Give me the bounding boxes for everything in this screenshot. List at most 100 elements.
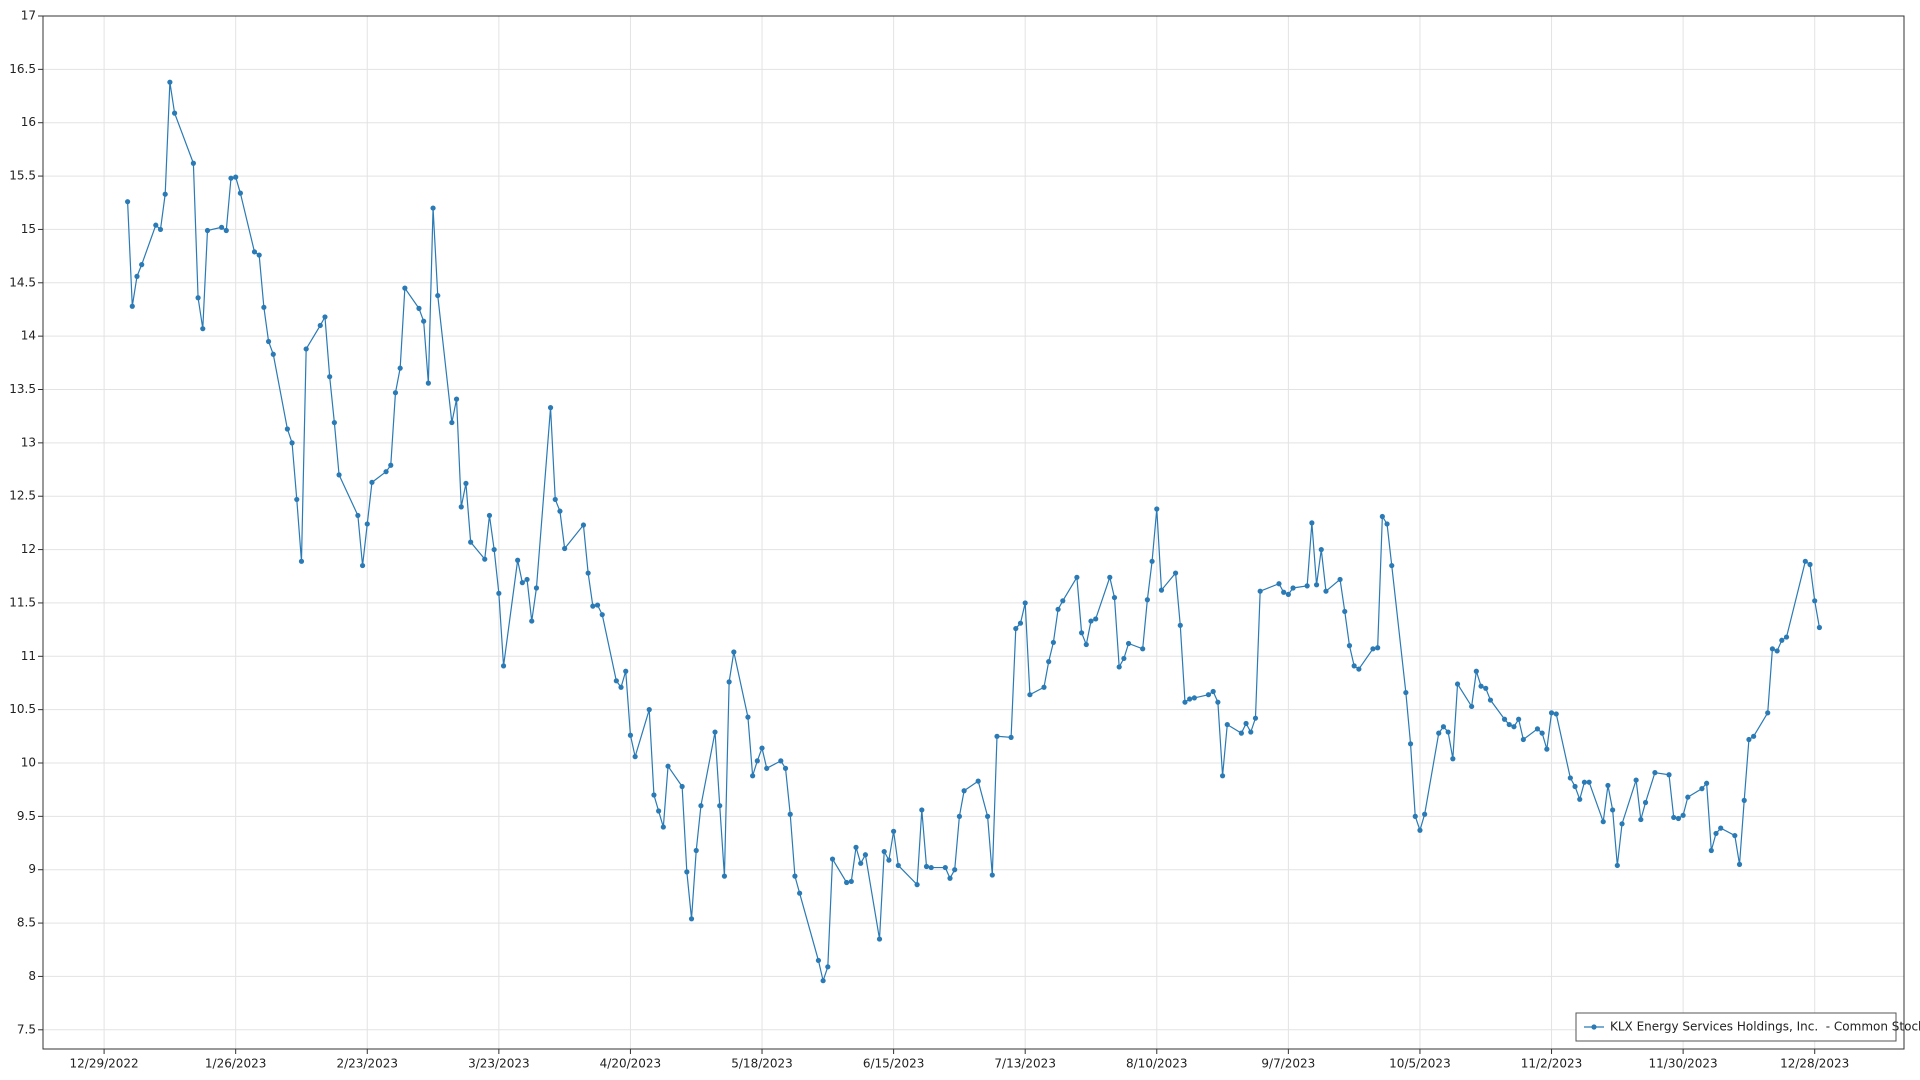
y-tick-label: 11.5 bbox=[9, 595, 36, 609]
x-tick-label: 4/20/2023 bbox=[600, 1057, 662, 1071]
data-point bbox=[1088, 618, 1094, 624]
y-tick-label: 8 bbox=[28, 969, 36, 983]
data-point bbox=[1581, 779, 1588, 785]
data-point bbox=[594, 602, 601, 608]
data-point bbox=[688, 916, 695, 922]
data-point bbox=[336, 472, 342, 478]
y-tick-label: 8.5 bbox=[17, 916, 36, 930]
data-point bbox=[322, 314, 328, 320]
y-tick-label: 13.5 bbox=[9, 382, 36, 396]
data-point bbox=[1403, 689, 1409, 696]
data-point bbox=[1215, 699, 1221, 705]
data-point bbox=[190, 160, 196, 166]
data-point bbox=[327, 374, 333, 380]
data-point bbox=[1111, 594, 1118, 601]
data-point bbox=[942, 864, 948, 871]
data-point bbox=[1017, 620, 1024, 626]
y-tick-label: 15 bbox=[21, 222, 36, 236]
data-point bbox=[1812, 598, 1818, 604]
data-point bbox=[317, 322, 323, 329]
data-point bbox=[167, 79, 173, 85]
data-point bbox=[914, 882, 920, 888]
data-point bbox=[1290, 585, 1296, 591]
data-point bbox=[764, 765, 770, 771]
data-point bbox=[627, 732, 634, 738]
data-point bbox=[430, 205, 436, 211]
data-point bbox=[1083, 641, 1089, 648]
y-tick-label: 16 bbox=[21, 115, 36, 129]
data-point bbox=[425, 380, 431, 386]
data-point bbox=[778, 758, 784, 764]
data-point bbox=[1375, 645, 1381, 651]
data-point bbox=[1407, 741, 1414, 747]
data-point bbox=[1248, 729, 1254, 735]
data-point bbox=[519, 580, 525, 586]
data-point bbox=[468, 539, 474, 545]
data-point bbox=[1337, 576, 1343, 583]
data-point bbox=[1116, 664, 1122, 670]
data-point bbox=[1675, 815, 1682, 822]
data-point bbox=[289, 440, 295, 446]
legend-box bbox=[1575, 1012, 1897, 1042]
data-point bbox=[1473, 668, 1479, 674]
data-point bbox=[1205, 692, 1212, 698]
data-point bbox=[218, 224, 225, 230]
data-point bbox=[195, 295, 201, 301]
data-point bbox=[1046, 659, 1052, 665]
legend-marker bbox=[1591, 1024, 1597, 1030]
data-point bbox=[1548, 710, 1555, 716]
data-point bbox=[1436, 730, 1442, 736]
data-point bbox=[402, 285, 408, 291]
data-point bbox=[1642, 799, 1649, 806]
data-point bbox=[223, 227, 229, 234]
data-point bbox=[421, 318, 427, 324]
data-point bbox=[698, 803, 704, 809]
y-tick-label: 17 bbox=[21, 9, 36, 23]
data-point bbox=[1224, 721, 1230, 728]
data-point bbox=[524, 576, 530, 583]
data-point bbox=[284, 426, 290, 432]
data-point bbox=[1351, 663, 1357, 669]
data-point bbox=[1445, 729, 1451, 735]
data-point bbox=[256, 252, 262, 258]
data-point bbox=[1610, 807, 1616, 813]
data-point bbox=[1074, 574, 1080, 580]
data-point bbox=[1454, 681, 1461, 687]
data-point bbox=[825, 964, 831, 970]
data-point bbox=[632, 754, 638, 760]
x-tick-label: 3/23/2023 bbox=[468, 1057, 530, 1071]
data-point bbox=[533, 585, 540, 591]
data-point bbox=[331, 419, 337, 426]
data-point bbox=[1140, 646, 1146, 652]
data-point bbox=[1172, 570, 1179, 576]
data-point bbox=[759, 745, 765, 751]
data-point bbox=[1238, 730, 1244, 736]
data-point bbox=[463, 480, 469, 487]
data-point bbox=[1252, 715, 1259, 721]
data-point bbox=[359, 562, 366, 569]
data-point bbox=[947, 875, 953, 881]
data-point bbox=[726, 679, 732, 685]
data-point bbox=[1318, 546, 1324, 553]
data-point bbox=[844, 879, 850, 886]
data-point bbox=[1342, 608, 1348, 615]
x-tick-label: 11/2/2023 bbox=[1521, 1057, 1583, 1071]
data-point bbox=[1008, 734, 1014, 740]
data-point bbox=[562, 545, 568, 552]
data-point bbox=[1177, 622, 1183, 628]
data-point bbox=[547, 405, 554, 411]
plot-border bbox=[42, 15, 1905, 1050]
data-point bbox=[1600, 819, 1606, 825]
data-point bbox=[204, 227, 211, 234]
data-point bbox=[1055, 606, 1061, 612]
data-point bbox=[1276, 581, 1282, 587]
data-point bbox=[651, 792, 657, 798]
data-point bbox=[1736, 861, 1743, 867]
data-point bbox=[1718, 825, 1724, 831]
data-point bbox=[1022, 600, 1028, 606]
data-point bbox=[1567, 775, 1573, 781]
data-point bbox=[665, 763, 671, 769]
data-point bbox=[1158, 587, 1165, 593]
data-point bbox=[1281, 589, 1287, 595]
data-point bbox=[853, 844, 859, 850]
